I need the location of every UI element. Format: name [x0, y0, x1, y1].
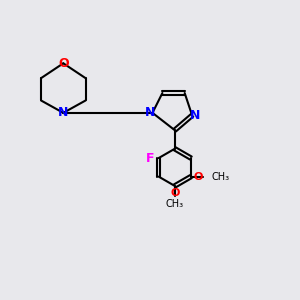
- Text: N: N: [189, 109, 200, 122]
- Text: O: O: [194, 172, 203, 182]
- Text: N: N: [145, 106, 155, 119]
- Text: O: O: [58, 57, 69, 70]
- Text: O: O: [170, 188, 179, 198]
- Text: F: F: [146, 152, 154, 164]
- Text: CH₃: CH₃: [212, 172, 230, 182]
- Text: CH₃: CH₃: [166, 200, 184, 209]
- Text: N: N: [58, 106, 68, 119]
